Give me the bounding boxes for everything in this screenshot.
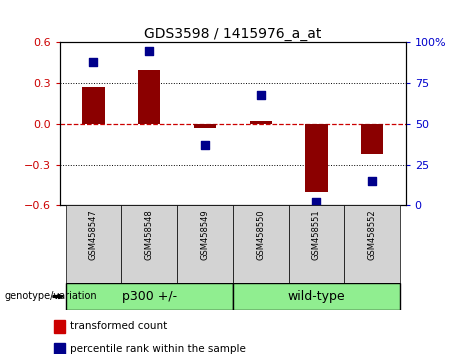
Point [257, 92, 264, 97]
Point [313, 199, 320, 205]
Point [368, 178, 376, 184]
Point [90, 59, 97, 65]
Text: wild-type: wild-type [288, 290, 345, 303]
Title: GDS3598 / 1415976_a_at: GDS3598 / 1415976_a_at [144, 28, 321, 41]
Bar [65, 205, 121, 283]
Bar [233, 283, 400, 310]
Text: percentile rank within the sample: percentile rank within the sample [70, 344, 246, 354]
Bar [138, 70, 160, 124]
Bar [121, 205, 177, 283]
Bar [249, 121, 272, 124]
Text: p300 +/-: p300 +/- [122, 290, 177, 303]
Bar [177, 205, 233, 283]
Bar [65, 283, 233, 310]
Bar [54, 320, 65, 333]
Text: genotype/variation: genotype/variation [5, 291, 97, 302]
Bar [289, 205, 344, 283]
Point [201, 142, 209, 148]
Text: transformed count: transformed count [70, 321, 167, 331]
Text: GSM458547: GSM458547 [89, 209, 98, 260]
Bar [82, 87, 105, 124]
Bar [361, 124, 384, 154]
Bar [344, 205, 400, 283]
Text: GSM458551: GSM458551 [312, 209, 321, 260]
Point [146, 48, 153, 53]
Text: GSM458548: GSM458548 [145, 209, 154, 260]
Text: GSM458550: GSM458550 [256, 209, 265, 260]
Text: GSM458549: GSM458549 [201, 209, 209, 260]
Bar [233, 205, 289, 283]
Bar [194, 124, 216, 128]
Bar [54, 343, 65, 354]
Bar [305, 124, 328, 192]
Text: GSM458552: GSM458552 [368, 209, 377, 260]
